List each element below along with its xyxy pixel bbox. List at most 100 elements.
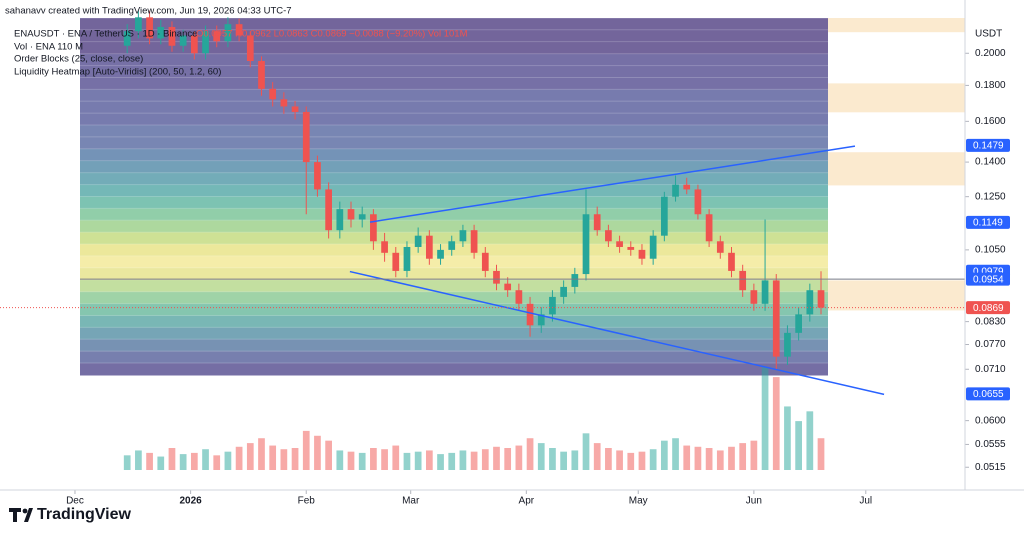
price-tag-label: 0.1479	[973, 140, 1004, 151]
x-tick-label: Mar	[402, 496, 420, 507]
y-tick-label: 0.0600	[975, 415, 1006, 426]
volume-bar	[638, 451, 646, 470]
candle-body	[302, 111, 310, 163]
y-tick-label: 0.0515	[975, 462, 1006, 473]
candle-body	[291, 106, 299, 112]
candle-body	[325, 189, 332, 231]
volume-bar	[806, 411, 814, 470]
heatmap-band	[80, 18, 828, 31]
volume-bar	[280, 449, 288, 470]
heatmap-band	[80, 89, 828, 102]
heatmap-band	[80, 160, 828, 174]
indicator-legend: Order Blocks (25, close, close)	[14, 54, 143, 65]
candle-body	[571, 274, 579, 287]
logo-mark	[9, 508, 33, 522]
volume-bar	[481, 449, 489, 470]
price-tag-label: 0.1149	[973, 218, 1003, 229]
x-tick-label: Feb	[298, 496, 316, 507]
heatmap-band	[80, 184, 828, 197]
heatmap-band	[80, 232, 828, 245]
candle-body	[146, 17, 153, 39]
order-block	[828, 83, 965, 113]
foreground: 0.2000 0.1800 0.1600 0.1400 0.1250 0.1050 0.08…	[0, 10, 1010, 507]
logo-dot	[22, 508, 28, 514]
heatmap-band	[80, 148, 828, 162]
candle-body	[269, 88, 277, 100]
heatmap-band	[80, 315, 828, 328]
candle-body	[660, 196, 668, 236]
heatmap-band	[80, 279, 828, 293]
candle-body	[414, 235, 422, 247]
heatmap-band	[80, 196, 828, 209]
heatmap-band	[80, 41, 828, 55]
volume-bar	[672, 438, 679, 470]
candle-body	[616, 241, 623, 247]
candle-body	[627, 246, 635, 250]
volume-bar	[213, 455, 221, 470]
ohlc-legend: O0.0957 H0.0962 L0.0863 C0.0869 −0.0088 …	[196, 29, 468, 40]
price-tag	[966, 215, 1010, 229]
heatmap-band	[80, 53, 828, 67]
candle-body	[258, 60, 265, 89]
candle-body	[392, 252, 400, 271]
candle-body	[526, 303, 534, 326]
heatmap-band	[80, 65, 828, 78]
y-tick-label: 0.0555	[975, 439, 1006, 450]
candle-body	[347, 209, 355, 220]
brand-logo	[9, 508, 33, 522]
candle-body	[605, 230, 612, 242]
volume-bar	[504, 448, 512, 470]
volume-bar	[190, 452, 198, 470]
volume-bar	[493, 446, 500, 470]
x-tick-label: 2026	[179, 496, 202, 507]
candle-body	[795, 314, 802, 333]
volume-bar	[269, 445, 277, 470]
order-block	[828, 18, 965, 33]
price-tag-label: 0.0869	[973, 303, 1004, 314]
heatmap-band	[80, 137, 828, 150]
heatmap-band	[80, 327, 828, 340]
x-tick-label: Jun	[746, 496, 762, 507]
candle-body	[750, 290, 758, 304]
candle-body	[213, 31, 221, 42]
indicator-legend: Liquidity Heatmap [Auto-Viridis] (200, 5…	[14, 67, 221, 78]
candle-body	[739, 270, 747, 291]
trendline	[349, 270, 885, 396]
candle-body	[649, 235, 657, 259]
volume-bar	[123, 455, 131, 470]
volume-bar	[157, 456, 165, 470]
indicator-legend: Vol · ENA 110 M	[14, 42, 83, 53]
volume-bar	[660, 440, 668, 470]
y-tick-label: 0.0770	[975, 339, 1006, 350]
heatmap-band	[80, 351, 828, 364]
heatmap-band	[80, 125, 828, 138]
candle-body	[202, 31, 209, 54]
volume-bar	[582, 433, 590, 470]
order-block	[828, 152, 965, 186]
volume-bar	[291, 448, 299, 470]
candle-body	[772, 280, 780, 357]
candle-body	[336, 209, 344, 231]
heatmap-band	[80, 29, 828, 43]
heatmap-band	[80, 291, 828, 305]
y-tick-label: 0.1600	[975, 116, 1006, 127]
candle-body	[817, 290, 825, 308]
volume-bar	[336, 450, 344, 470]
heatmap-band	[80, 172, 828, 186]
candle-body	[694, 189, 702, 215]
candle-body	[470, 230, 478, 253]
price-tag-label: 0.0655	[973, 389, 1004, 400]
candle-body	[481, 252, 489, 271]
heatmap-band	[80, 256, 828, 269]
volume-bar	[772, 377, 780, 470]
volume-bar	[560, 451, 567, 470]
volume-bar	[314, 435, 321, 470]
y-tick-label: 0.0830	[975, 316, 1006, 327]
watermark: sahanavv created with TradingView.com, J…	[5, 6, 292, 17]
volume-bar	[235, 446, 243, 470]
candle-body	[560, 286, 567, 297]
volume-bar	[605, 448, 612, 470]
volume-bar	[683, 445, 691, 470]
volume-bar	[414, 451, 422, 470]
